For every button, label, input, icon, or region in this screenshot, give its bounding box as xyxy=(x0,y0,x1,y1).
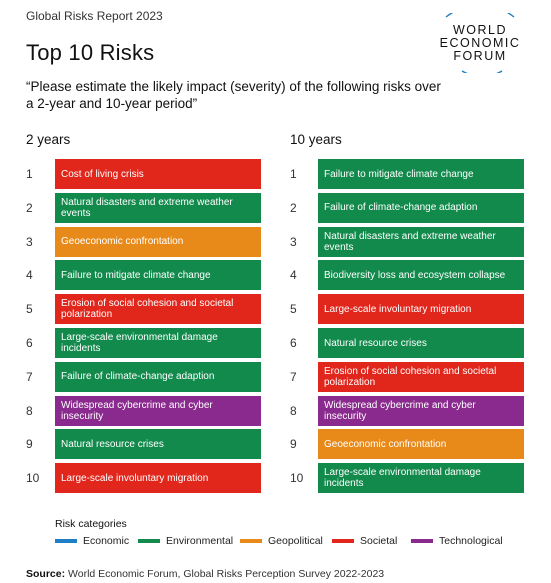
risk-label: Large-scale environmental damage inciden… xyxy=(61,332,218,354)
rank-number: 8 xyxy=(26,403,33,418)
rank-number: 3 xyxy=(26,234,33,249)
rank-number: 8 xyxy=(290,403,297,418)
source-label: Source: xyxy=(26,568,66,580)
rank-number: 10 xyxy=(26,471,40,486)
page-title: Top 10 Risks xyxy=(26,40,155,65)
risk-bar: Failure to mitigate climate change xyxy=(55,260,261,291)
rank-number: 5 xyxy=(26,302,33,317)
risk-label: Failure of climate-change adaption xyxy=(324,202,478,214)
legend-item: Societal xyxy=(332,535,397,547)
legend-label: Societal xyxy=(360,535,398,547)
risk-label: Failure to mitigate climate change xyxy=(61,269,211,281)
report-name: Global Risks Report 2023 xyxy=(26,9,163,23)
risk-bar: Large-scale involuntary migration xyxy=(55,463,261,494)
rank-number: 6 xyxy=(26,336,33,350)
risk-label: Failure of climate-change adaption xyxy=(61,371,215,383)
risk-bar: Natural disasters and extreme weather ev… xyxy=(55,192,261,223)
legend-label: Geopolitical xyxy=(268,535,323,547)
risk-label: Failure to mitigate climate change xyxy=(324,168,474,180)
risk-bar: Geoeconomic confrontation xyxy=(55,226,261,257)
legend-item: Geopolitical xyxy=(240,535,323,547)
rank-number: 6 xyxy=(290,336,297,350)
risk-label: Large-scale involuntary migration xyxy=(324,303,472,315)
risk-label: Widespread cybercrime and cyber insecuri… xyxy=(324,399,476,422)
column-header-2-years: 2 years xyxy=(26,132,71,147)
risk-label: Natural disasters and extreme weather ev… xyxy=(61,196,233,219)
rank-number: 7 xyxy=(290,369,297,384)
risk-label: Large-scale involuntary migration xyxy=(61,472,209,484)
risk-bar: Large-scale environmental damage inciden… xyxy=(318,463,524,494)
legend-swatch xyxy=(138,539,160,543)
risk-bar: Erosion of social cohesion and societal … xyxy=(318,361,524,392)
rank-number: 7 xyxy=(26,369,33,384)
rank-number: 3 xyxy=(290,234,297,249)
rank-number: 10 xyxy=(290,471,304,486)
legend-label: Economic xyxy=(83,535,130,547)
risk-bar: Geoeconomic confrontation xyxy=(318,429,524,460)
legend-swatch xyxy=(411,539,433,543)
wef-logo-arc xyxy=(445,13,515,73)
risk-label: Geoeconomic confrontation xyxy=(61,236,184,248)
risk-label: Widespread cybercrime and cyber insecuri… xyxy=(61,399,213,422)
legend-item: Economic xyxy=(55,535,129,547)
legend-item: Technological xyxy=(411,535,503,547)
risk-label: Large-scale environmental damage inciden… xyxy=(324,467,481,490)
risk-bar: Cost of living crisis xyxy=(55,159,261,189)
risk-bar: Natural disasters and extreme weather ev… xyxy=(318,226,524,257)
risk-label: Erosion of social cohesion and societal … xyxy=(61,298,234,321)
rank-number: 9 xyxy=(26,437,33,452)
risk-bar: Biodiversity loss and ecosystem collapse xyxy=(318,260,524,291)
legend-title: Risk categories xyxy=(55,518,127,530)
risk-bar: Widespread cybercrime and cyber insecuri… xyxy=(55,395,261,426)
risk-bar: Widespread cybercrime and cyber insecuri… xyxy=(318,395,524,426)
rank-number: 4 xyxy=(290,268,297,283)
logo-line-3: FORUM xyxy=(453,49,507,63)
legend-label: Environmental xyxy=(166,535,234,547)
logo-line-2: ECONOMIC xyxy=(439,36,521,50)
risk-label: Natural resource crises xyxy=(324,337,427,349)
source-text: World Economic Forum, Global Risks Perce… xyxy=(68,568,385,580)
wef-logo: WORLD ECONOMIC FORUM xyxy=(432,24,528,63)
risk-bar: Natural resource crises xyxy=(318,328,524,358)
risk-label: Natural resource crises xyxy=(61,438,164,450)
logo-line-1: WORLD xyxy=(452,23,508,37)
risk-bar: Failure to mitigate climate change xyxy=(318,159,524,189)
source-note: Source: World Economic Forum, Global Ris… xyxy=(26,568,384,580)
rank-number: 2 xyxy=(26,200,33,215)
chart-subtitle: “Please estimate the likely impact (seve… xyxy=(26,79,441,111)
rank-number: 9 xyxy=(290,437,297,452)
risk-bar: Natural resource crises xyxy=(55,429,261,460)
risk-label: Cost of living crisis xyxy=(61,168,144,180)
risk-label: Geoeconomic confrontation xyxy=(324,438,447,450)
risk-label: Erosion of social cohesion and societal … xyxy=(324,365,497,388)
legend-label: Technological xyxy=(439,535,503,547)
rank-number: 4 xyxy=(26,268,33,283)
risk-bar: Large-scale environmental damage inciden… xyxy=(55,328,261,358)
risk-bar: Failure of climate-change adaption xyxy=(318,192,524,223)
rank-number: 5 xyxy=(290,302,297,317)
risk-bar: Large-scale involuntary migration xyxy=(318,294,524,325)
legend-item: Environmental xyxy=(138,535,233,547)
risk-label: Natural disasters and extreme weather ev… xyxy=(324,230,496,253)
risk-bar: Erosion of social cohesion and societal … xyxy=(55,294,261,325)
legend-swatch xyxy=(240,539,262,543)
legend-swatch xyxy=(55,539,77,543)
risk-bar: Failure of climate-change adaption xyxy=(55,361,261,392)
rank-number: 2 xyxy=(290,200,297,215)
risk-label: Biodiversity loss and ecosystem collapse xyxy=(324,269,506,281)
column-header-10-years: 10 years xyxy=(290,132,342,147)
rank-number: 1 xyxy=(26,167,33,181)
legend-swatch xyxy=(332,539,354,543)
rank-number: 1 xyxy=(290,167,297,181)
